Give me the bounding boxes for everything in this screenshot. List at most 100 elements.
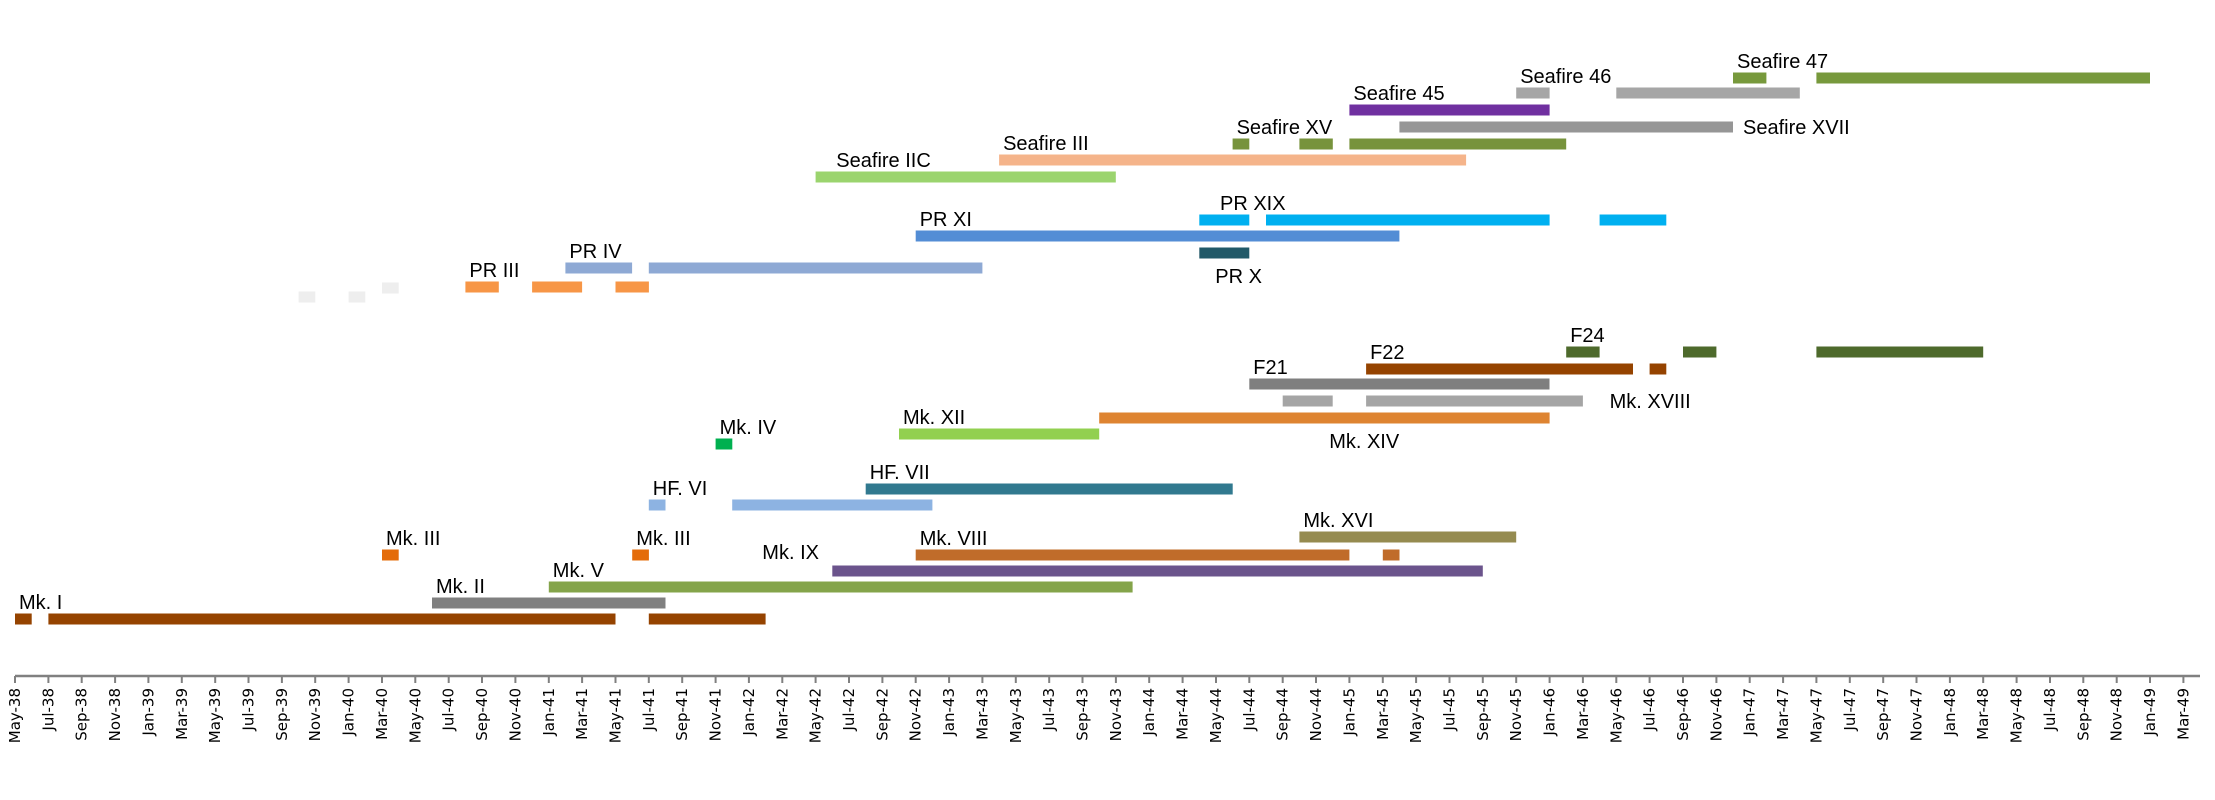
- bar-pr-xix-segment-2: [1599, 214, 1667, 226]
- bar-hf-vi-segment-1: [732, 499, 933, 511]
- bar-mk-iv-segment-0: [715, 438, 733, 450]
- bar-label-hf-vii: HF. VII: [870, 462, 930, 484]
- x-tick-label: Mar-45: [1374, 688, 1392, 740]
- x-tick-label: Sep-40: [473, 688, 491, 741]
- x-tick-label: Nov-41: [707, 688, 725, 741]
- x-tick-label: Sep-48: [2074, 688, 2092, 741]
- bar-label-mk-iv: Mk. IV: [720, 417, 777, 439]
- bar-label-mk-xii: Mk. XII: [903, 407, 965, 429]
- x-tick-label: Jul-41: [640, 688, 658, 732]
- bar-label-mk-viii: Mk. VIII: [920, 528, 988, 550]
- x-tick-label: Nov-40: [506, 688, 524, 741]
- bar-seafire-47-segment-0: [1733, 72, 1767, 84]
- bar-label-seafire-iic: Seafire IIC: [836, 150, 930, 172]
- x-tick-label: May-38: [6, 688, 24, 743]
- x-tick-label: Nov-42: [907, 688, 925, 741]
- x-tick-label: Jan-39: [139, 688, 157, 737]
- bar-f22-segment-0: [1366, 363, 1633, 375]
- bar-pr-xix-segment-1: [1266, 214, 1550, 226]
- x-tick-label: Jan-49: [2141, 688, 2159, 737]
- x-tick-label: Mar-43: [973, 688, 991, 740]
- x-tick-label: Nov-39: [306, 688, 324, 741]
- x-tick-label: Jan-48: [1941, 688, 1959, 737]
- bar-label-mk-i: Mk. I: [19, 592, 62, 614]
- x-tick-label: Jul-43: [1040, 688, 1058, 732]
- x-tick-label: Mar-39: [173, 688, 191, 740]
- bar-label-mk-xviii: Mk. XVIII: [1610, 391, 1691, 413]
- bar-label-seafire-xvii: Seafire XVII: [1743, 117, 1850, 139]
- bar-seafire-iic-segment-0: [815, 171, 1116, 183]
- bar-pr-i-segment-0: [382, 282, 399, 294]
- bar-mk-ix-segment-0: [832, 565, 1483, 577]
- bar-mk-xiv-segment-0: [1099, 412, 1550, 424]
- bar-mk-iii-segment-0: [632, 549, 649, 561]
- bar-mk-i-segment-0: [15, 613, 32, 625]
- bar-pr-iii-segment-0: [465, 281, 499, 293]
- bar-pr-i-segment-1: [348, 291, 366, 303]
- bar-label-hf-vi: HF. VI: [653, 478, 707, 500]
- bar-mk-viii-segment-0: [915, 549, 1350, 561]
- x-tick-label: Jul-42: [840, 688, 858, 732]
- x-tick-label: Jan-47: [1741, 688, 1759, 737]
- bar-seafire-xv-segment-2: [1349, 138, 1567, 150]
- bar-f24-segment-2: [1816, 346, 1984, 358]
- x-axis: May-38 Jul-38 Sep-38 Nov-38 Jan-39 Mar-39 May-…: [6, 674, 2200, 743]
- x-tick-label: Nov-46: [1707, 688, 1725, 741]
- x-tick-label: Jul-48: [2041, 688, 2059, 732]
- bar-seafire-47-segment-1: [1816, 72, 2150, 84]
- x-tick-label: Jul-47: [1841, 688, 1859, 732]
- bar-label-mk-v: Mk. V: [553, 560, 605, 582]
- x-tick-label: Nov-38: [106, 688, 124, 741]
- x-tick-label: Nov-47: [1908, 688, 1926, 741]
- x-tick-label: May-43: [1007, 688, 1025, 743]
- x-tick-label: Jan-46: [1541, 688, 1559, 737]
- bar-mk-xii-segment-0: [899, 428, 1100, 440]
- bar-pr-iv-segment-1: [648, 262, 983, 274]
- bar-f21-segment-0: [1249, 378, 1550, 390]
- x-tick-label: Nov-44: [1307, 688, 1325, 741]
- x-tick-label: Nov-45: [1507, 688, 1525, 741]
- x-tick-label: Mar-44: [1174, 688, 1192, 740]
- bar-seafire-45-segment-0: [1349, 104, 1550, 116]
- bar-f22-segment-1: [1649, 363, 1667, 375]
- x-tick-label: Jan-43: [940, 688, 958, 737]
- bar-seafire-46-segment-1: [1616, 87, 1800, 99]
- x-tick-label: Sep-46: [1674, 688, 1692, 741]
- x-tick-label: Jul-40: [440, 688, 458, 732]
- x-tick-label: Jan-45: [1340, 688, 1358, 737]
- bar-label-pr-iii: PR III: [469, 260, 519, 282]
- x-tick-label: Jul-44: [1240, 688, 1258, 732]
- bar-seafire-46-segment-0: [1516, 87, 1550, 99]
- bar-f24-segment-1: [1683, 346, 1717, 358]
- bar-seafire-iii-segment-0: [999, 154, 1467, 166]
- x-tick-label: Sep-43: [1074, 688, 1092, 741]
- x-tick-label: Mar-49: [2174, 688, 2192, 740]
- x-tick-label: Jan-40: [340, 688, 358, 737]
- bar-pr-iv-segment-0: [565, 262, 633, 274]
- bar-mk-xvi-segment-0: [1299, 531, 1517, 543]
- bar-seafire-xv-segment-0: [1232, 138, 1250, 150]
- bar-pr-x-segment-0: [1199, 247, 1250, 259]
- bar-seafire-xv-segment-1: [1299, 138, 1333, 150]
- x-tick-label: May-41: [607, 688, 625, 743]
- x-tick-label: Jul-39: [240, 688, 258, 732]
- x-tick-label: May-45: [1407, 688, 1425, 743]
- bar-mk-i-segment-1: [48, 613, 616, 625]
- x-tick-label: Sep-38: [73, 688, 91, 741]
- bar-label-seafire-45: Seafire 45: [1353, 83, 1444, 105]
- bar-label-seafire-46: Seafire 46: [1520, 66, 1611, 88]
- bar-label-pr-xix: PR XIX: [1220, 193, 1286, 215]
- bar-pr-iii-segment-2: [615, 281, 649, 293]
- x-tick-label: May-48: [2008, 688, 2026, 743]
- x-tick-label: Mar-40: [373, 688, 391, 740]
- bar-pr-i-segment-0: [298, 291, 316, 303]
- bar-label-pr-xi: PR XI: [920, 209, 972, 231]
- x-tick-label: Sep-45: [1474, 688, 1492, 741]
- bar-mk-xviii-segment-0: [1282, 395, 1333, 407]
- x-tick-label: Jul-45: [1441, 688, 1459, 732]
- bar-seafire-xvii-segment-0: [1399, 121, 1733, 133]
- bar-mk-ii-segment-0: [432, 597, 666, 609]
- bar-f24-segment-0: [1566, 346, 1600, 358]
- bar-label-mk-xvi: Mk. XVI: [1303, 510, 1373, 532]
- bar-pr-xi-segment-0: [915, 230, 1400, 242]
